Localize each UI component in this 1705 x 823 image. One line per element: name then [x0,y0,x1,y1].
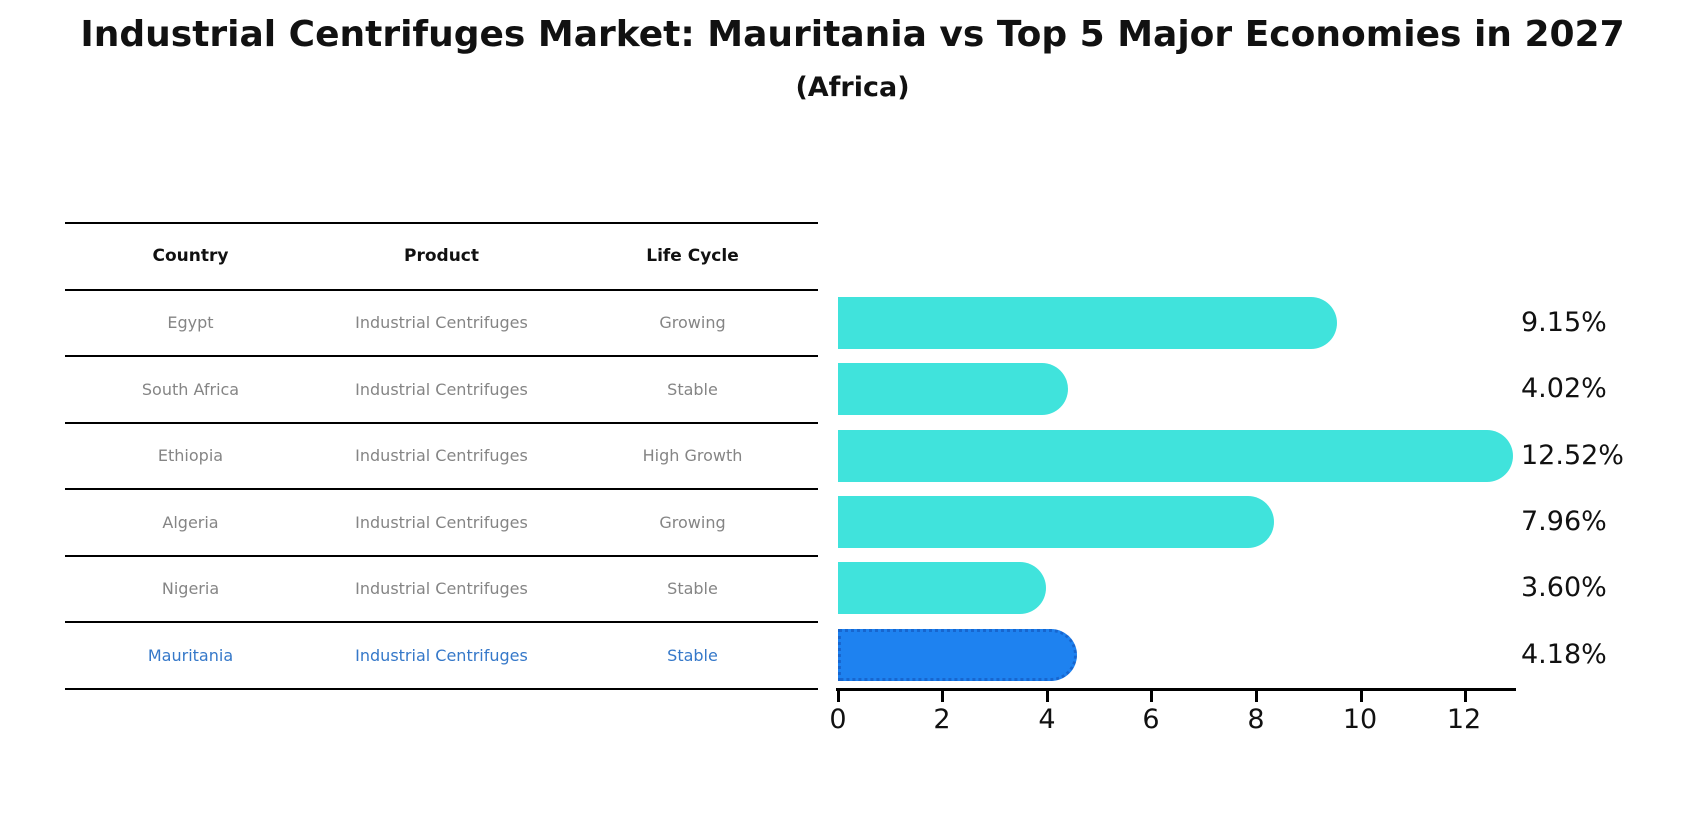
value-label: 9.15% [1521,307,1607,338]
cell-product: Industrial Centrifuges [355,313,528,333]
cell-country: Egypt [167,313,214,333]
x-axis-tick [941,691,944,702]
table-row-mauritania-highlight: Mauritania Industrial Centrifuges Stable [65,623,818,690]
header-life-cycle: Life Cycle [646,246,739,267]
x-axis-tick-label: 0 [829,704,847,735]
x-axis-tick [1046,691,1049,702]
value-label: 3.60% [1521,572,1607,603]
country-table: Country Product Life Cycle Egypt Industr… [65,222,818,690]
cell-life-cycle: Growing [659,313,726,333]
table-row: Nigeria Industrial Centrifuges Stable [65,557,818,623]
table-header-row: Country Product Life Cycle [65,224,818,291]
cell-country: Mauritania [147,645,234,665]
cell-life-cycle: Stable [667,579,718,599]
cell-country: Ethiopia [157,446,224,466]
value-label: 4.18% [1521,639,1607,670]
value-label: 12.52% [1521,440,1624,471]
table-row: Egypt Industrial Centrifuges Growing [65,291,818,357]
cell-product: Industrial Centrifuges [355,446,528,466]
table-row: Algeria Industrial Centrifuges Growing [65,490,818,557]
x-axis-tick-label: 12 [1446,704,1482,735]
x-axis-line [836,688,1516,691]
cell-country: South Africa [141,379,240,399]
cell-life-cycle: Growing [659,512,726,532]
cell-product: Industrial Centrifuges [355,512,528,532]
cell-country: Algeria [162,512,219,532]
cell-country: Nigeria [161,579,220,599]
cell-life-cycle: Stable [667,379,718,399]
chart-subtitle: (Africa) [795,72,910,103]
cell-product: Industrial Centrifuges [355,379,528,399]
x-axis-tick [1150,691,1153,702]
bar-egypt [838,297,1337,349]
x-axis-tick [837,691,840,702]
x-axis-tick-label: 8 [1247,704,1265,735]
value-label: 7.96% [1521,506,1607,537]
bar-south-africa [838,363,1068,415]
bar-mauritania-highlight [838,629,1077,681]
x-axis-tick-label: 6 [1142,704,1160,735]
x-axis-tick [1464,691,1467,702]
x-axis-tick [1255,691,1258,702]
header-country: Country [152,246,229,267]
header-product: Product [404,246,479,267]
value-label: 4.02% [1521,373,1607,404]
bar-nigeria [838,562,1046,614]
x-axis-tick [1360,691,1363,702]
cell-life-cycle: Stable [667,645,718,665]
cell-product: Industrial Centrifuges [355,579,528,599]
x-axis-tick-label: 2 [933,704,951,735]
table-row: South Africa Industrial Centrifuges Stab… [65,357,818,424]
chart-title: Industrial Centrifuges Market: Mauritani… [80,14,1625,55]
bar-algeria [838,496,1274,548]
x-axis-tick-label: 4 [1038,704,1056,735]
cell-product: Industrial Centrifuges [355,645,528,665]
table-row: Ethiopia Industrial Centrifuges High Gro… [65,424,818,490]
cell-life-cycle: High Growth [642,446,743,466]
bar-ethiopia [838,430,1513,482]
x-axis-tick-label: 10 [1342,704,1378,735]
